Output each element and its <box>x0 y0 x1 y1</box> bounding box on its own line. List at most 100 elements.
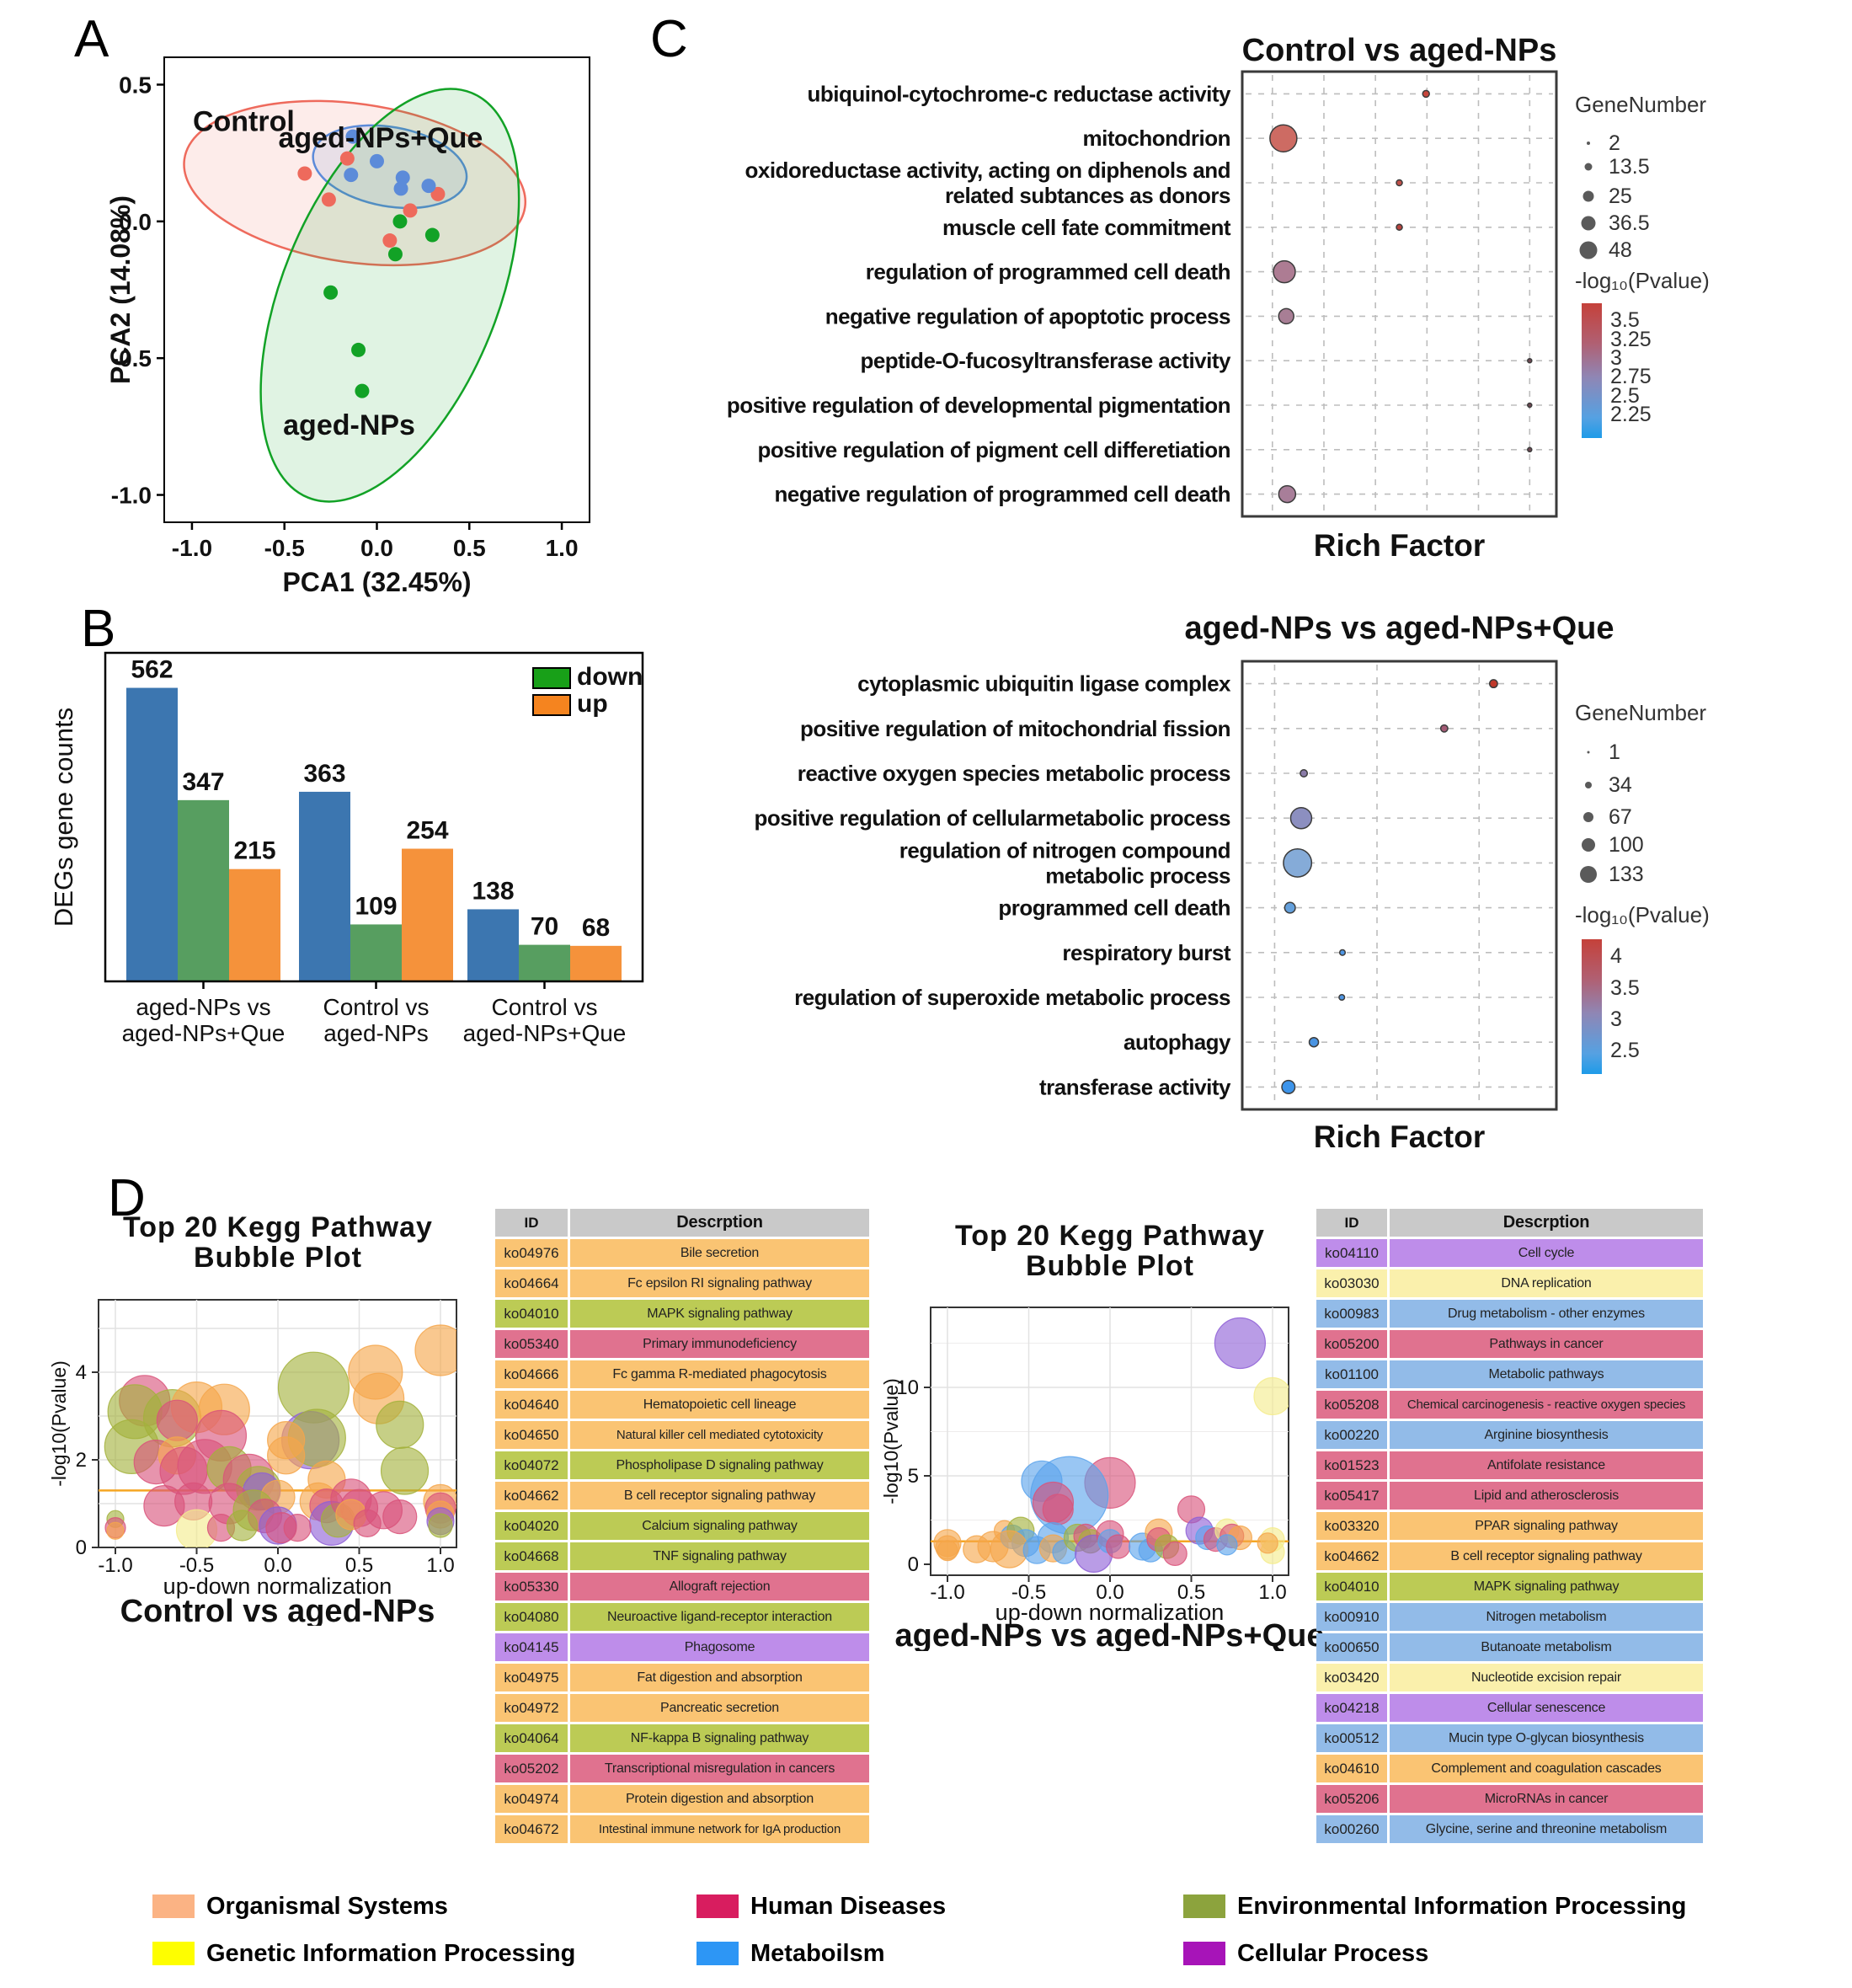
pca-point <box>344 168 359 183</box>
go-bubble <box>1269 124 1298 152</box>
go-bubble <box>1527 357 1533 364</box>
color-legend-value: 3 <box>1610 346 1622 370</box>
color-legend-bar <box>1582 939 1602 1074</box>
pathway-description: MAPK signaling pathway <box>570 1300 869 1328</box>
pathway-id: ko04218 <box>1316 1694 1387 1722</box>
pathway-id: ko03320 <box>1316 1512 1387 1540</box>
table-row: ko04640 Hematopoietic cell lineage <box>495 1391 869 1419</box>
chart-title: Bubble Plot <box>194 1242 362 1274</box>
kegg-bubble <box>1216 1534 1238 1556</box>
table-row: ko03320 PPAR signaling pathway <box>1316 1512 1703 1540</box>
go-term-label: transferase activity <box>1039 1074 1231 1099</box>
table-row: ko00910 Nitrogen metabolism <box>1316 1603 1703 1631</box>
size-legend-bubble <box>1582 838 1595 852</box>
table-row: ko01523 Antifolate resistance <box>1316 1451 1703 1479</box>
y-tick-label: 2 <box>76 1449 87 1472</box>
pathway-id: ko04668 <box>495 1542 568 1570</box>
y-tick-label: 0.0 <box>119 209 152 235</box>
x-tick-label: 0.0 <box>1096 1581 1123 1604</box>
pathway-id: ko04664 <box>495 1269 568 1297</box>
pathway-id: ko00512 <box>1316 1724 1387 1752</box>
table-row: ko04672 Intestinal immune network for IgA… <box>495 1815 869 1843</box>
header-description: Descrption <box>570 1209 869 1237</box>
x-tick-label: 0.5 <box>345 1554 373 1577</box>
go-term-label: regulation of superoxide metabolic proce… <box>794 985 1230 1010</box>
go-bubble <box>1439 724 1449 733</box>
table-row: ko05417 Lipid and atherosclerosis <box>1316 1482 1703 1510</box>
go-term-label: negative regulation of apoptotic process <box>825 303 1230 329</box>
legend-label: Environmental Information Processing <box>1237 1892 1687 1920</box>
size-legend-bubble <box>1582 190 1594 202</box>
group-label: aged-NPs+Que <box>278 122 483 154</box>
kegg-bubble <box>106 1521 125 1540</box>
header-id: ID <box>1316 1209 1387 1237</box>
plot-border <box>104 651 644 983</box>
pathway-id: ko04972 <box>495 1694 568 1722</box>
pca-point <box>424 227 440 243</box>
group-label: Control <box>193 106 295 138</box>
panel-b-label: B <box>81 600 116 658</box>
x-tick-label: 1.0 <box>1258 1581 1286 1604</box>
pathway-description: Complement and coagulation cascades <box>1390 1755 1703 1782</box>
pathway-description: Fc epsilon RI signaling pathway <box>570 1269 869 1297</box>
pathway-description: Intestinal immune network for IgA produc… <box>570 1815 869 1843</box>
group-label: Control vs <box>323 994 429 1020</box>
bar-value: 254 <box>406 817 448 845</box>
color-legend-value: 2.25 <box>1610 403 1652 426</box>
pathway-description: Calcium signaling pathway <box>570 1512 869 1540</box>
pathway-description: B cell receptor signaling pathway <box>1390 1542 1703 1570</box>
chart-title: Top 20 Kegg Pathway <box>123 1211 433 1243</box>
bubble-area <box>933 1317 1289 1573</box>
pathway-description: Natural killer cell mediated cytotoxicit… <box>570 1421 869 1449</box>
x-tick-label: -1.0 <box>98 1554 132 1577</box>
pathway-id: ko04110 <box>1316 1239 1387 1267</box>
legend-swatch <box>532 694 571 716</box>
size-legend-value: 36.5 <box>1609 211 1650 235</box>
kegg-bubble <box>382 1499 418 1535</box>
table-row: ko03420 Nucleotide excision repair <box>1316 1664 1703 1691</box>
x-tick-label: -0.5 <box>1011 1581 1046 1604</box>
deg-bar <box>467 909 519 981</box>
group-label: Control vs <box>491 994 597 1020</box>
table-row: ko01100 Metabolic pathways <box>1316 1360 1703 1388</box>
pathway-id: ko03420 <box>1316 1664 1387 1691</box>
pca-point <box>382 233 398 248</box>
pathway-id: ko00910 <box>1316 1603 1387 1631</box>
go-bubble <box>1422 89 1430 99</box>
table-row: ko04110 Cell cycle <box>1316 1239 1703 1267</box>
go-term-label: positive regulation of developmental pig… <box>727 393 1230 418</box>
x-axis-title: PCA1 (32.45%) <box>282 567 471 597</box>
table-row: ko00220 Arginine biosynthesis <box>1316 1421 1703 1449</box>
bar-value: 68 <box>582 914 610 942</box>
y-tick-label: 4 <box>76 1361 87 1384</box>
pathway-id: ko01523 <box>1316 1451 1387 1479</box>
x-tick-label: 0.5 <box>1177 1581 1205 1604</box>
color-legend-value: 2.5 <box>1610 384 1640 408</box>
table-row: ko00983 Drug metabolism - other enzymes <box>1316 1300 1703 1328</box>
table-row: ko04010 MAPK signaling pathway <box>495 1300 869 1328</box>
y-tick-label: 5 <box>908 1465 919 1488</box>
table-row: ko05340 Primary immunodeficiency <box>495 1330 869 1358</box>
pathway-id: ko05340 <box>495 1330 568 1358</box>
pathway-description: Fat digestion and absorption <box>570 1664 869 1691</box>
size-legend-title: GeneNumber <box>1575 92 1706 117</box>
color-legend-value: 3.5 <box>1610 976 1640 1000</box>
go-term-label: peptide-O-fucosyltransferase activity <box>860 348 1231 373</box>
legend-swatch <box>1183 1894 1225 1918</box>
pathway-id: ko04610 <box>1316 1755 1387 1782</box>
y-axis-title: PCA2 (14.08%) <box>109 195 136 384</box>
legend-item: Human Diseases <box>697 1893 946 1920</box>
kegg-bubble <box>226 1510 259 1542</box>
x-axis-title: up-down normalization <box>163 1574 392 1599</box>
pathway-id: ko04975 <box>495 1664 568 1691</box>
pathway-description: Transcriptional misregulation in cancers <box>570 1755 869 1782</box>
pca-point <box>321 192 336 207</box>
table-row: ko00512 Mucin type O-glycan biosynthesis <box>1316 1724 1703 1752</box>
kegg-bubble <box>376 1400 424 1449</box>
bar-value: 363 <box>303 760 345 788</box>
go-term-label: cytoplasmic ubiquitin ligase complex <box>857 671 1231 697</box>
size-legend-bubble <box>1587 751 1590 754</box>
pca-point <box>430 186 446 201</box>
